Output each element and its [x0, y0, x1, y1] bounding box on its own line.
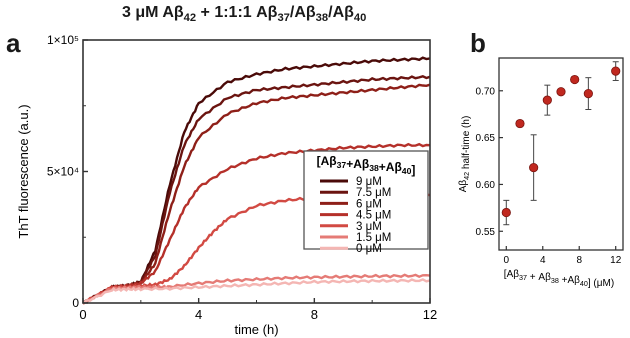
x-tick-label: 4: [195, 307, 202, 322]
x-tick-label: 0: [504, 255, 510, 266]
legend-label: 6 μM: [356, 198, 382, 210]
y-axis-label: ThT fluorescence (a.u.): [16, 104, 31, 238]
x-tick-label: 12: [423, 307, 437, 322]
x-tick-label: 0: [79, 307, 86, 322]
x-tick-label: 12: [610, 255, 622, 266]
y-tick-label: 1×10⁵: [47, 33, 79, 47]
legend-label: 3 μM: [356, 221, 382, 233]
y-tick-label: 0.65: [476, 133, 496, 144]
y-tick-label: 5×10⁴: [47, 165, 79, 179]
chart-title: 3 μM Aβ42 + 1:1:1 Aβ37/Aβ38/Aβ40: [122, 4, 367, 25]
legend-label: 4.5 μM: [356, 210, 391, 222]
data-point: [583, 88, 593, 99]
x-axis-label: time (h): [234, 322, 278, 337]
plot-frame: [498, 57, 624, 251]
half-time-chart: 0 4 8 12 0.55 0.60 0.65 0.70 [Aβ37 + Aβ38 +Aβ40]…: [458, 57, 624, 289]
panel-a-letter: a: [6, 28, 21, 58]
x-tick-label: 4: [540, 255, 546, 266]
legend-title: [Aβ37+Aβ38+Aβ40]: [317, 154, 416, 177]
y-axis-label: Aβ42 half-time (h): [458, 116, 472, 193]
series-line: [82, 273, 431, 305]
y-tick-label: 0: [72, 296, 79, 310]
data-point: [542, 95, 552, 105]
legend-label: 9 μM: [356, 176, 382, 188]
data-point: [556, 87, 566, 97]
y-tick-label: 0.55: [476, 227, 496, 238]
data-point: [501, 207, 511, 218]
x-tick-label: 8: [576, 255, 582, 266]
legend-label: 0 μM: [356, 243, 382, 255]
y-tick-label: 0.70: [476, 86, 496, 97]
data-point: [515, 118, 525, 129]
tht-fluorescence-chart: 0 4 8 12 0 5×10⁴ 1×10⁵ time (h) ThT fluorescence…: [16, 33, 437, 337]
legend-label: 7.5 μM: [356, 187, 391, 199]
x-tick-label: 8: [311, 307, 318, 322]
y-tick-label: 0.60: [476, 180, 496, 191]
data-point: [529, 162, 539, 173]
panel-b-letter: b: [470, 28, 486, 58]
series-line: [82, 278, 431, 305]
legend-box: [303, 150, 429, 250]
legend-label: 1.5 μM: [356, 232, 391, 244]
data-point: [570, 74, 580, 85]
data-point: [611, 66, 621, 76]
x-axis-label: [Aβ37 + Aβ38 +Aβ40] (μM): [504, 269, 614, 289]
